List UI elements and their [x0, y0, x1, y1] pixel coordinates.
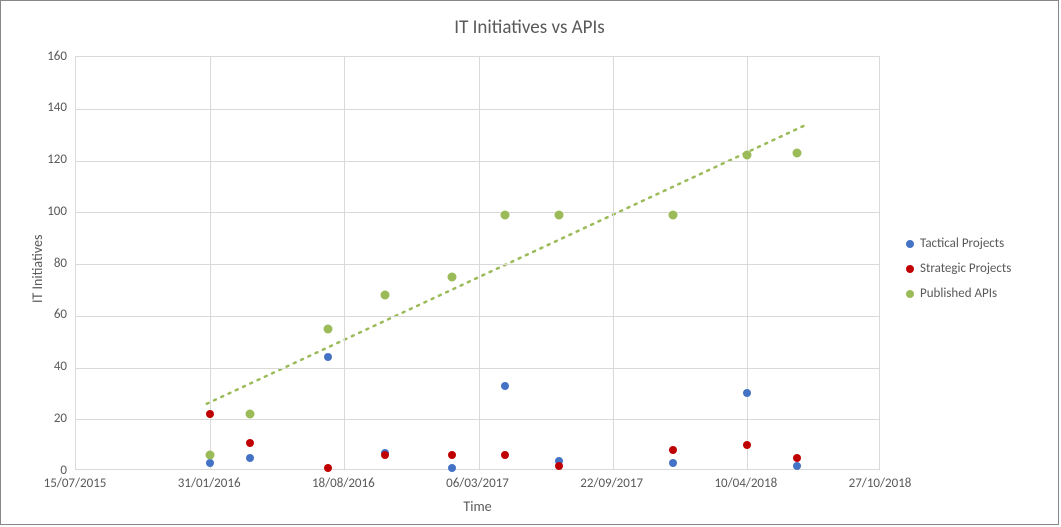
x-tick-label: 18/08/2016	[312, 476, 375, 491]
data-point	[448, 451, 456, 459]
plot-area	[75, 56, 880, 470]
y-tick-label: 40	[54, 359, 67, 374]
data-point	[743, 441, 751, 449]
y-axis-title: IT Initiatives	[29, 235, 46, 303]
gridline-v	[479, 57, 480, 469]
data-point	[669, 446, 677, 454]
data-point	[501, 382, 509, 390]
data-point	[206, 410, 214, 418]
gridline-v	[747, 57, 748, 469]
data-point	[246, 410, 255, 419]
data-point	[206, 459, 214, 467]
y-tick-label: 20	[54, 411, 67, 426]
y-tick-label: 140	[47, 100, 67, 115]
data-point	[501, 210, 510, 219]
data-point	[246, 439, 254, 447]
gridline-h	[76, 212, 879, 213]
x-axis-title: Time	[463, 498, 491, 515]
data-point	[793, 454, 801, 462]
legend-label: Tactical Projects	[920, 236, 1004, 251]
gridline-v	[613, 57, 614, 469]
y-tick-label: 100	[47, 204, 67, 219]
data-point	[793, 462, 801, 470]
legend-marker-icon	[906, 290, 914, 298]
gridline-h	[76, 161, 879, 162]
data-point	[324, 353, 332, 361]
x-tick-label: 15/07/2015	[44, 476, 107, 491]
gridline-h	[76, 419, 879, 420]
x-tick-label: 10/04/2018	[714, 476, 777, 491]
y-tick-label: 80	[54, 256, 67, 271]
legend-marker-icon	[906, 265, 914, 273]
y-tick-label: 160	[47, 49, 67, 64]
legend-label: Published APIs	[920, 286, 997, 301]
gridline-h	[76, 368, 879, 369]
chart-title: IT Initiatives vs APIs	[1, 16, 1058, 39]
legend-marker-icon	[906, 240, 914, 248]
legend-item: Strategic Projects	[906, 261, 1011, 276]
data-point	[669, 210, 678, 219]
data-point	[743, 389, 751, 397]
legend-item: Tactical Projects	[906, 236, 1011, 251]
data-point	[323, 324, 332, 333]
x-tick-label: 27/10/2018	[849, 476, 912, 491]
data-point	[793, 148, 802, 157]
x-tick-label: 31/01/2016	[178, 476, 241, 491]
data-point	[555, 462, 563, 470]
y-tick-label: 60	[54, 307, 67, 322]
x-tick-label: 22/09/2017	[580, 476, 643, 491]
data-point	[246, 454, 254, 462]
gridline-v	[210, 57, 211, 469]
chart-container: IT Initiatives vs APIs IT Initiatives Ti…	[0, 0, 1059, 525]
data-point	[742, 151, 751, 160]
legend-item: Published APIs	[906, 286, 1011, 301]
data-point	[669, 459, 677, 467]
data-point	[555, 210, 564, 219]
data-point	[501, 451, 509, 459]
gridline-h	[76, 316, 879, 317]
data-point	[447, 272, 456, 281]
data-point	[206, 451, 215, 460]
data-point	[448, 464, 456, 472]
data-point	[381, 451, 389, 459]
y-tick-label: 120	[47, 152, 67, 167]
gridline-h	[76, 264, 879, 265]
data-point	[380, 291, 389, 300]
gridline-v	[344, 57, 345, 469]
gridline-h	[76, 109, 879, 110]
x-tick-label: 06/03/2017	[446, 476, 509, 491]
data-point	[324, 464, 332, 472]
legend-label: Strategic Projects	[920, 261, 1011, 276]
legend: Tactical Projects Strategic Projects Publi…	[906, 236, 1011, 301]
